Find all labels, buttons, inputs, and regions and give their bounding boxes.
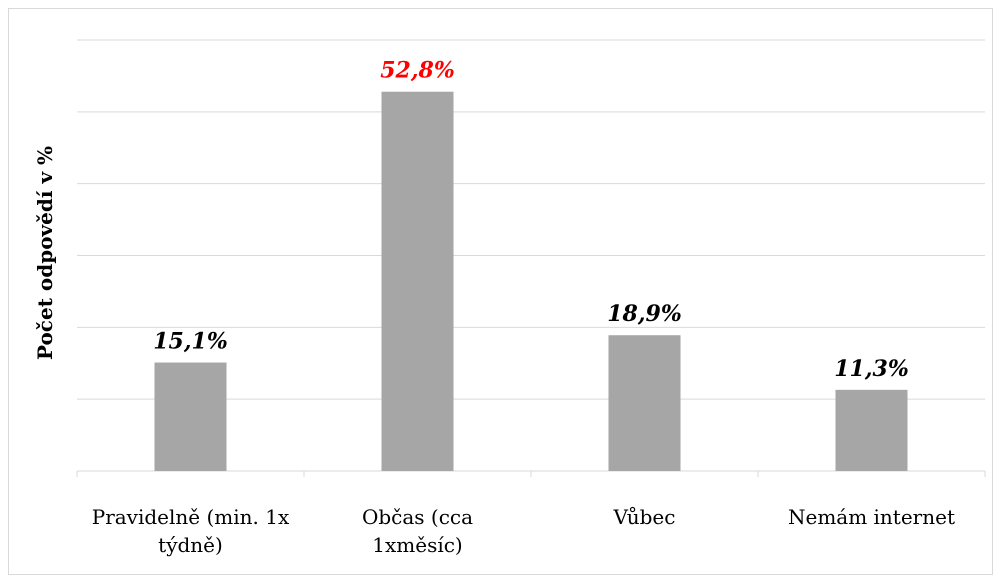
y-axis-label: Počet odpovědí v % <box>33 146 57 360</box>
x-tick-label: týdně) <box>158 533 223 557</box>
bar <box>154 362 227 471</box>
data-label: 18,9% <box>607 301 682 327</box>
data-label: 15,1% <box>153 329 228 355</box>
x-tick-label: 1xměsíc) <box>372 533 462 557</box>
bar <box>608 335 681 471</box>
data-label: 11,3% <box>834 356 909 382</box>
bar <box>381 91 454 471</box>
bar <box>835 389 908 471</box>
x-tick-label: Občas (cca <box>362 505 473 529</box>
x-tick-label: Vůbec <box>613 505 676 529</box>
data-label: 52,8% <box>380 58 455 84</box>
x-tick-label: Pravidelně (min. 1x <box>92 505 290 529</box>
x-tick-label: Nemám internet <box>788 505 955 529</box>
chart-frame <box>8 8 993 575</box>
